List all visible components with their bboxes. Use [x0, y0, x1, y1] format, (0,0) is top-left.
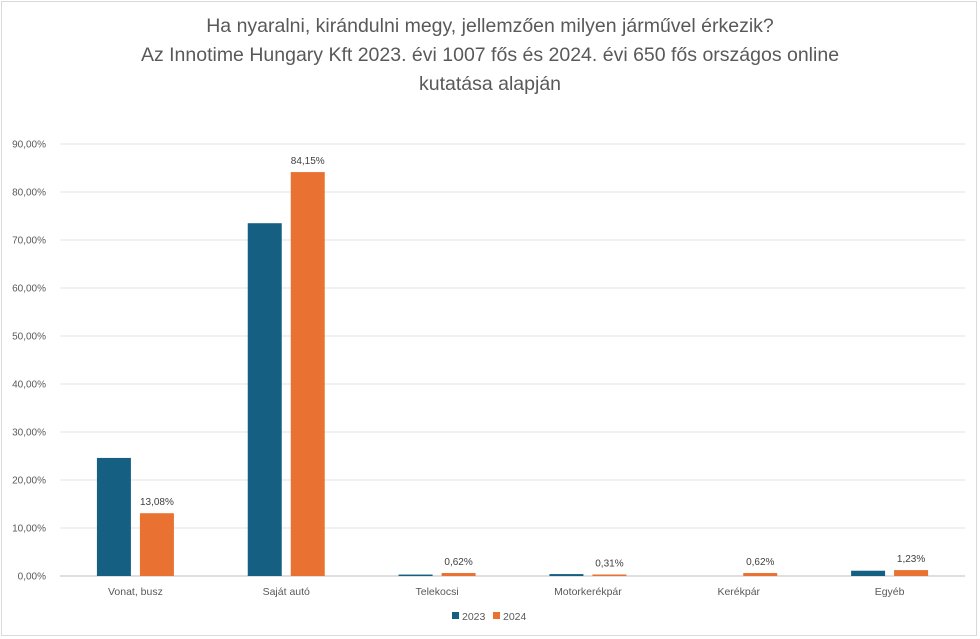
x-category-label: Kerékpár: [717, 586, 760, 598]
legend-swatch-2024: [493, 612, 500, 619]
data-label: 84,15%: [291, 156, 325, 167]
x-category-label: Telekocsi: [415, 586, 458, 598]
data-label: 0,31%: [595, 559, 623, 570]
bar-2024: [290, 172, 325, 576]
bar-2023: [851, 570, 886, 576]
y-tick-label: 80,00%: [12, 188, 46, 199]
y-tick-label: 30,00%: [12, 428, 46, 439]
data-label: 13,08%: [140, 497, 174, 508]
y-tick-label: 50,00%: [12, 332, 46, 343]
bar-2024: [894, 570, 929, 576]
x-category-label: Vonat, busz: [108, 586, 163, 598]
chart-title-line-1: Ha nyaralni, kirándulni megy, jellemzően…: [206, 15, 774, 37]
x-category-label: Saját autó: [263, 586, 310, 598]
bar-2024: [743, 573, 778, 576]
bar-2023: [96, 457, 131, 576]
legend-label: 2023: [462, 611, 486, 623]
bar-2023: [549, 574, 584, 576]
y-tick-label: 90,00%: [12, 140, 46, 151]
y-tick-label: 10,00%: [12, 524, 46, 535]
chart-title-line-2: Az Innotime Hungary Kft 2023. évi 1007 f…: [141, 44, 839, 66]
data-label: 1,23%: [897, 554, 925, 565]
x-category-label: Egyéb: [875, 586, 905, 598]
bar-2023: [247, 223, 282, 576]
bar-2023: [398, 574, 433, 576]
data-label: 0,62%: [444, 557, 472, 568]
y-tick-label: 0,00%: [18, 572, 46, 583]
legend-label: 2024: [503, 611, 527, 623]
bar-2024: [139, 513, 174, 576]
y-tick-label: 70,00%: [12, 236, 46, 247]
y-tick-label: 20,00%: [12, 476, 46, 487]
x-category-label: Motorkerékpár: [554, 586, 622, 598]
y-tick-label: 60,00%: [12, 284, 46, 295]
chart-title-line-3: kutatása alapján: [419, 73, 561, 95]
bar-2024: [592, 574, 627, 576]
data-label: 0,62%: [746, 557, 774, 568]
legend-swatch-2023: [452, 612, 459, 619]
y-tick-label: 40,00%: [12, 380, 46, 391]
bar-2024: [441, 573, 476, 576]
